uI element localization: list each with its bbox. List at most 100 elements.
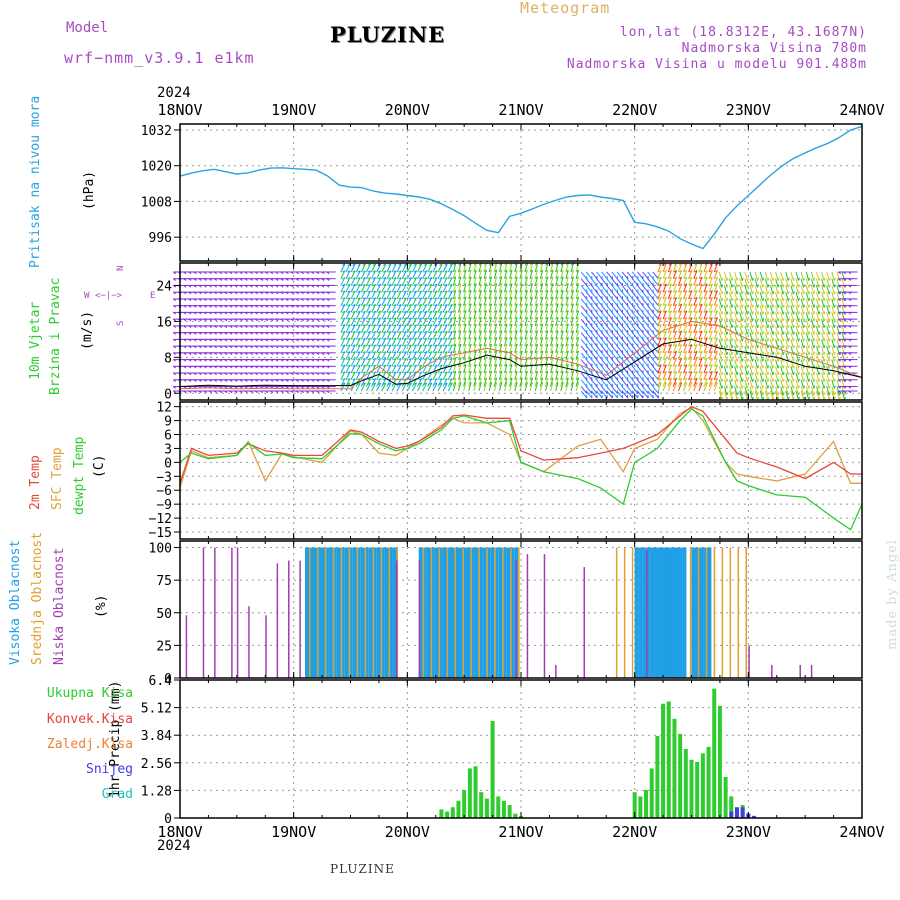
wind-barb-head	[678, 330, 682, 334]
wind-barb-head	[188, 372, 192, 376]
wind-barb-head	[321, 338, 325, 342]
wind-barb-head	[673, 317, 677, 320]
wind-barb-head	[362, 324, 366, 327]
wind-barb-head	[757, 371, 760, 376]
wind-barb-head	[342, 276, 346, 280]
wind-barb-head	[787, 378, 790, 382]
wind-barb-head	[290, 345, 294, 349]
wind-barb	[478, 323, 482, 333]
wind-barb	[355, 337, 361, 347]
wind-barb-head	[188, 298, 192, 302]
wind-barb-head	[357, 378, 361, 381]
wind-barb-head	[741, 331, 744, 335]
wind-barb-head	[699, 296, 703, 300]
wind-barb	[452, 370, 457, 380]
wind-barb	[437, 382, 443, 392]
wind-barb	[463, 296, 467, 306]
wind-barb	[759, 372, 764, 382]
wind-barb-head	[741, 371, 744, 376]
wind-barb-head	[326, 338, 330, 342]
wind-barb-head	[782, 284, 785, 288]
wind-barb	[816, 339, 820, 349]
wind-barb-head	[295, 390, 299, 394]
wind-barb-head	[746, 324, 749, 328]
wind-barb	[381, 358, 387, 367]
wind-barb	[406, 337, 412, 347]
wind-barb	[478, 310, 482, 320]
wind-barb	[585, 339, 593, 347]
wind-barb-head	[731, 311, 734, 315]
wind-barb	[539, 263, 544, 273]
wind-barb	[805, 312, 810, 322]
wind-barb-head	[362, 310, 366, 314]
wind-barb-head	[787, 392, 790, 396]
wind-barb	[550, 337, 554, 347]
wind-barb	[606, 345, 613, 354]
wind-barb-head	[823, 331, 826, 335]
wind-barb	[386, 382, 392, 392]
wind-barb-head	[833, 304, 836, 308]
wind-barb-head	[270, 338, 274, 342]
wind-barb	[637, 332, 644, 340]
wind-barb-head	[813, 304, 816, 308]
wind-barb-head	[699, 276, 703, 280]
wind-barb	[539, 290, 544, 300]
wind-barb	[509, 310, 513, 320]
wind-barb-head	[172, 386, 177, 389]
wind-barb	[437, 277, 443, 286]
wind-barb	[770, 278, 774, 288]
wind-barb-head	[280, 338, 284, 342]
wind-barb-head	[434, 382, 438, 385]
wind-barb	[826, 339, 830, 349]
wind-barb-head	[741, 304, 744, 308]
wind-barb	[580, 339, 588, 347]
wind-barb-head	[259, 345, 263, 349]
wind-barb	[795, 366, 799, 376]
wind-barb	[575, 290, 580, 300]
wind-barb-head	[449, 276, 453, 280]
wind-barb-head	[244, 345, 248, 349]
wind-barb	[693, 290, 698, 300]
wind-barb	[810, 359, 815, 369]
wind-barb-head	[423, 371, 428, 374]
wind-barb	[447, 382, 453, 392]
wind-barb-head	[668, 263, 672, 266]
wind-barb	[713, 377, 718, 387]
wind-barb	[621, 278, 629, 287]
wind-barb	[805, 319, 810, 328]
wind-barb-head	[316, 338, 320, 342]
wind-barb-head	[352, 317, 356, 320]
wind-barb-head	[393, 351, 397, 354]
wind-barb	[591, 312, 598, 320]
wind-barb-head	[658, 350, 662, 354]
wind-barb-head	[408, 364, 412, 367]
wind-barb-head	[275, 298, 279, 302]
wind-barb	[790, 379, 794, 389]
wind-barb	[437, 317, 443, 327]
wind-barb	[493, 350, 498, 360]
wind-barb	[744, 366, 748, 376]
wind-barb-head	[798, 358, 800, 362]
wind-barb-head	[658, 317, 662, 320]
wind-barb	[795, 390, 799, 400]
wind-barb	[340, 331, 346, 340]
wind-barb	[647, 278, 654, 287]
wind-barb	[514, 337, 518, 347]
wind-barb	[401, 304, 407, 313]
wind-barb	[473, 344, 477, 353]
wind-barb-head	[726, 358, 729, 362]
wind-barb-head	[239, 285, 243, 288]
wind-barb-head	[704, 296, 708, 300]
wind-barb-head	[731, 345, 734, 349]
wind-barb	[816, 312, 820, 322]
wind-barb	[575, 344, 580, 353]
wind-barb-head	[219, 352, 223, 355]
wind-barb-head	[342, 337, 346, 340]
wind-barb-head	[234, 365, 238, 369]
wind-barb	[708, 310, 713, 320]
wind-barb-head	[254, 318, 258, 322]
wind-barb	[698, 310, 703, 320]
wind-barb	[729, 379, 733, 389]
wind-barb-head	[767, 277, 770, 281]
wind-barb-head	[224, 311, 228, 315]
